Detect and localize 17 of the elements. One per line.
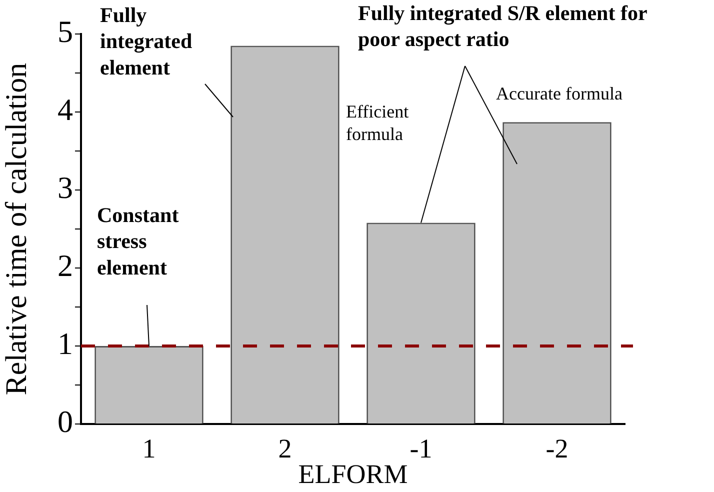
y-tick-label: 2 xyxy=(58,248,73,284)
x-tick-label: 2 xyxy=(278,433,292,464)
y-axis-title: Relative time of calculation xyxy=(0,62,33,396)
x-tick-label: -1 xyxy=(410,433,432,464)
y-tick-label: 0 xyxy=(58,404,73,440)
y-tick-label: 5 xyxy=(58,14,73,50)
x-axis-title: ELFORM xyxy=(298,458,408,489)
x-tick-label: -2 xyxy=(546,433,568,464)
annotation: Fully integrated element xyxy=(100,2,192,80)
annotation: Accurate formula xyxy=(496,84,622,104)
y-tick-label: 3 xyxy=(58,170,73,206)
annotation: Fully integrated S/R element for poor aspect ratio xyxy=(358,0,648,52)
annotation: Efficient formula xyxy=(346,102,409,144)
y-tick-label: 1 xyxy=(58,326,73,362)
y-tick-label: 4 xyxy=(58,92,74,128)
x-tick-label: 1 xyxy=(142,433,156,464)
annotation: Constant stress element xyxy=(97,202,179,280)
